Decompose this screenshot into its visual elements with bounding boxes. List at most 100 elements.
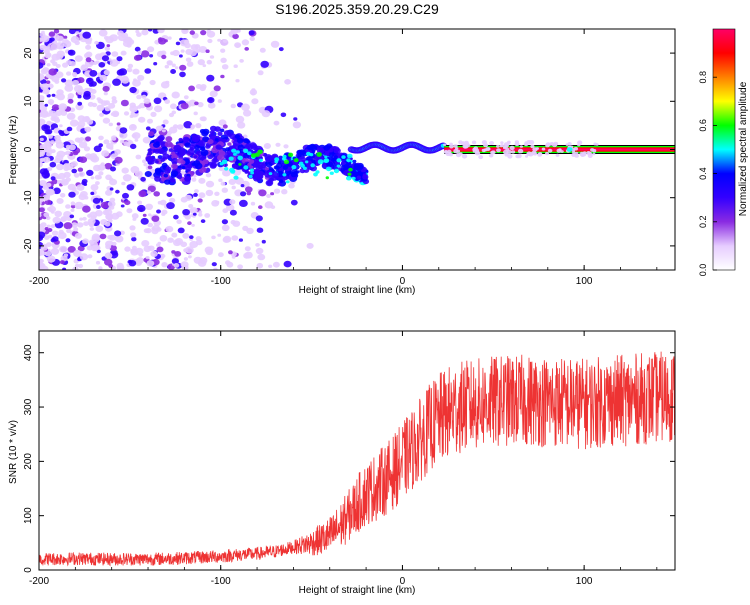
spectrogram-cell bbox=[587, 153, 593, 158]
spectrogram-cell bbox=[150, 169, 156, 174]
spectrogram-cell bbox=[111, 136, 117, 141]
spectrogram-cell bbox=[290, 199, 298, 206]
spectrogram-cell bbox=[222, 208, 229, 214]
spectrogram-cell bbox=[145, 156, 154, 163]
spectrogram-cell bbox=[116, 262, 124, 269]
spectrogram-cell bbox=[257, 149, 263, 155]
spectrogram-cell bbox=[229, 209, 237, 216]
spectrogram-cell bbox=[580, 153, 585, 158]
spectrogram-cell bbox=[256, 227, 264, 233]
spectrogram-cell bbox=[221, 224, 230, 232]
spectrogram-cell bbox=[202, 159, 209, 165]
spectrogram-cell bbox=[130, 124, 136, 129]
spectrogram-cell bbox=[75, 103, 84, 111]
spectrogram-cell bbox=[205, 144, 211, 149]
spectrogram-cell bbox=[185, 246, 194, 254]
spectrogram-cell bbox=[157, 29, 165, 34]
spectrogram-cell bbox=[84, 72, 90, 77]
spectrogram-cell bbox=[98, 266, 103, 270]
spectrogram-cell bbox=[273, 188, 281, 194]
spectrogram-cell bbox=[79, 156, 88, 163]
spectrogram-cell bbox=[231, 148, 237, 153]
spectrogram-cell bbox=[137, 50, 142, 55]
spectrogram-cell bbox=[85, 136, 92, 142]
spectrogram-cell bbox=[79, 137, 85, 142]
snr-x-tick-label: 100 bbox=[576, 576, 593, 587]
spectrogram-cell bbox=[277, 182, 282, 186]
spectrogram-cell bbox=[98, 135, 104, 141]
spectrogram-cell bbox=[328, 152, 335, 158]
spectrogram-cell bbox=[310, 163, 316, 168]
spectrogram-cell bbox=[45, 91, 49, 95]
spectrogram-cell bbox=[134, 170, 143, 178]
spectrogram-cell bbox=[43, 212, 50, 218]
spectrogram-cell bbox=[251, 98, 259, 105]
spectrogram-cell bbox=[165, 136, 173, 142]
spectrogram-cell bbox=[71, 168, 77, 174]
spectrogram-cell bbox=[221, 64, 229, 70]
spectrogram-cell bbox=[90, 176, 95, 180]
spectrogram-cell bbox=[126, 208, 133, 214]
spectrogram-cell bbox=[298, 161, 304, 166]
spectrogram-cell bbox=[193, 155, 198, 159]
spectrogram-cell bbox=[235, 79, 240, 83]
spectrogram-cell bbox=[323, 152, 330, 157]
colorbar-tick-label: 0.2 bbox=[698, 216, 708, 229]
spectrogram-cell bbox=[55, 138, 62, 145]
spectrogram-cell bbox=[302, 166, 307, 170]
spectrogram-cell bbox=[47, 99, 55, 105]
spectrogram-cell bbox=[211, 235, 216, 240]
spectrogram-cell bbox=[127, 63, 134, 69]
spectrogram-cell bbox=[184, 39, 189, 43]
spectrogram-cell bbox=[165, 225, 174, 233]
spectrogram-cell bbox=[461, 154, 468, 159]
spectrogram-cell bbox=[44, 250, 52, 257]
spectrogram-cell bbox=[114, 235, 124, 243]
spectrogram-cell bbox=[174, 238, 184, 245]
spectrogram-cell bbox=[51, 230, 59, 236]
spectrogram-cell bbox=[503, 149, 509, 155]
spectrogram-cell bbox=[549, 142, 555, 146]
spectrogram-cell bbox=[56, 175, 61, 180]
snr-data-point bbox=[220, 556, 221, 557]
spectrogram-cell bbox=[241, 103, 250, 111]
spectrogram-cell bbox=[317, 159, 324, 165]
spectrogram-cell bbox=[128, 260, 137, 267]
spectrogram-cell bbox=[137, 204, 146, 213]
spectrogram-cell bbox=[168, 148, 173, 152]
spectrogram-cell bbox=[507, 140, 511, 144]
spectrogram-cell bbox=[235, 150, 240, 154]
spectrogram-cell bbox=[219, 162, 224, 166]
spectrogram-cell bbox=[147, 222, 153, 228]
spectrogram-cell bbox=[456, 149, 461, 153]
spectrogram-cell bbox=[50, 176, 56, 181]
spectrogram-cell bbox=[99, 112, 105, 117]
snr-y-tick-label: 100 bbox=[23, 507, 34, 524]
spectrogram-cell bbox=[239, 199, 248, 207]
snr-x-tick-label: -100 bbox=[211, 576, 231, 587]
spectrogram-cell bbox=[150, 111, 157, 117]
spectrogram-cell bbox=[154, 167, 162, 174]
spectrogram-cell bbox=[104, 106, 111, 112]
spectrogram-cell bbox=[49, 161, 57, 168]
spectrogram-cell bbox=[233, 64, 238, 68]
spectrogram-cell bbox=[266, 194, 271, 198]
spectrogram-cell bbox=[46, 120, 52, 126]
spectrogram-cell bbox=[145, 256, 150, 260]
snr-y-tick-label: 200 bbox=[23, 453, 34, 470]
spectrogram-cell bbox=[95, 260, 101, 265]
spectrogram-cell bbox=[65, 238, 71, 243]
spectrogram-cell bbox=[182, 136, 190, 143]
spectrogram-cell bbox=[244, 246, 251, 252]
spectrogram-cell bbox=[471, 140, 477, 145]
spectrogram-cell bbox=[166, 192, 173, 198]
spectrogram-cell bbox=[204, 213, 211, 218]
spectrogram-cell bbox=[264, 167, 269, 171]
spectrogram-cell bbox=[228, 250, 233, 255]
snr-data-point bbox=[402, 461, 403, 462]
spectrogram-cell bbox=[56, 158, 62, 162]
spectrogram-cell bbox=[114, 149, 121, 155]
spectrogram-cell bbox=[44, 199, 52, 205]
spectrogram-cell bbox=[154, 133, 159, 137]
